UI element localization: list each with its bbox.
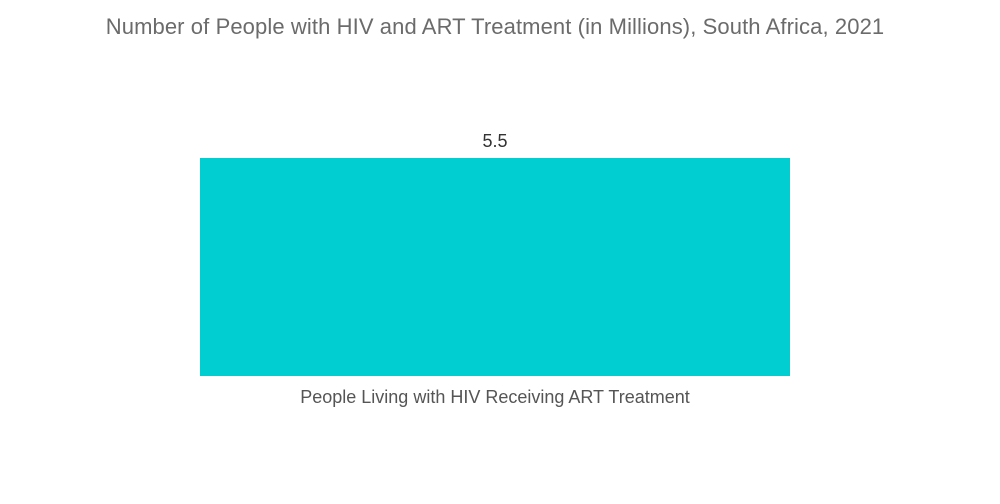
plot-area: 5.5 People Living with HIV Receiving ART …: [200, 131, 790, 407]
category-label: People Living with HIV Receiving ART Tre…: [300, 387, 690, 407]
bar-value-label: 5.5: [482, 131, 507, 151]
bar: [200, 158, 790, 376]
chart-title: Number of People with HIV and ART Treatm…: [105, 14, 885, 39]
